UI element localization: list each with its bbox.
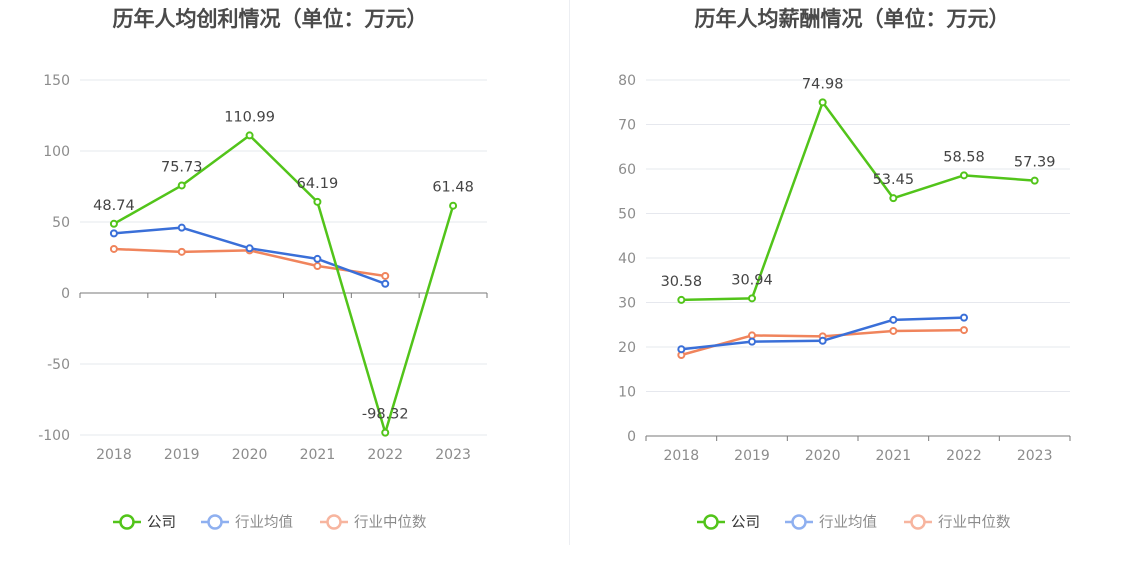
y-tick-label: -50 (47, 357, 70, 373)
data-point-industry-avg[interactable] (381, 279, 390, 288)
x-tick-label: 2021 (876, 448, 912, 464)
y-tick-label: 80 (618, 73, 636, 89)
data-label: 57.39 (1014, 155, 1056, 171)
chart-panel-salary: 历年人均薪酬情况（单位：万元） 80 70 60 50 40 30 20 10 0 2018 2019… (570, 0, 1134, 582)
y-tick-label: -100 (38, 428, 70, 444)
data-label: 64.19 (297, 176, 339, 192)
data-label: 110.99 (224, 109, 275, 125)
data-point-industry-median[interactable] (381, 271, 390, 280)
legend-label: 行业中位数 (354, 514, 427, 531)
data-point-industry-avg[interactable] (313, 254, 322, 263)
data-label: 48.74 (93, 198, 135, 214)
data-point-industry-median[interactable] (748, 331, 756, 340)
data-point-company[interactable] (449, 201, 458, 210)
x-tick-label: 2018 (664, 448, 700, 464)
data-point-industry-avg[interactable] (889, 315, 898, 324)
series-line-company (113, 134, 455, 434)
data-label: -98.32 (362, 407, 409, 423)
data-point-industry-median[interactable] (177, 247, 186, 256)
y-tick-label: 20 (618, 340, 636, 356)
profit-chart-svg: 历年人均创利情况（单位：万元） 150 100 50 0 -50 -100 2018 2019 2… (38, 7, 488, 531)
x-tick-label: 2020 (805, 448, 841, 464)
y-tick-label: 60 (618, 162, 636, 178)
legend-item-company[interactable]: 公司 (113, 514, 176, 531)
data-point-company[interactable] (109, 219, 118, 228)
x-tick-label: 2019 (734, 448, 770, 464)
legend-label: 公司 (147, 515, 176, 531)
data-point-industry-avg[interactable] (245, 244, 254, 253)
data-label: 58.58 (943, 149, 985, 165)
salary-chart-svg: 历年人均薪酬情况（单位：万元） 80 70 60 50 40 30 20 10 0 2018 2019… (618, 7, 1071, 531)
legend-label: 行业均值 (819, 514, 877, 531)
data-point-company[interactable] (677, 295, 686, 304)
legend-item-industry-median[interactable]: 行业中位数 (904, 514, 1011, 531)
legend-marker (207, 514, 223, 530)
data-point-industry-avg[interactable] (177, 223, 186, 232)
y-tick-label: 40 (618, 251, 636, 267)
data-point-industry-avg[interactable] (748, 337, 756, 346)
x-tick-label: 2022 (367, 447, 403, 463)
data-point-industry-median[interactable] (889, 326, 898, 335)
legend-item-industry-median[interactable]: 行业中位数 (320, 514, 427, 531)
data-point-company[interactable] (889, 194, 898, 203)
legend-item-industry-avg[interactable]: 行业均值 (201, 514, 293, 531)
data-point-company[interactable] (313, 197, 322, 206)
chart-title: 历年人均薪酬情况（单位：万元） (695, 7, 1010, 31)
data-label: 75.73 (161, 159, 203, 175)
data-label: 30.58 (661, 274, 703, 290)
legend-marker (326, 514, 342, 530)
x-tick-label: 2021 (300, 447, 336, 463)
x-tick-label: 2019 (164, 447, 200, 463)
data-point-industry-avg[interactable] (677, 345, 686, 354)
data-point-company[interactable] (381, 428, 390, 437)
legend-label: 行业均值 (235, 514, 293, 531)
panel-divider (569, 0, 570, 545)
y-tick-label: 50 (618, 207, 636, 223)
data-label: 30.94 (731, 272, 773, 288)
data-label: 74.98 (802, 76, 844, 92)
y-tick-label: 10 (618, 385, 636, 401)
y-tick-label: 0 (61, 286, 70, 302)
legend-label: 行业中位数 (938, 514, 1011, 531)
data-point-industry-avg[interactable] (960, 313, 968, 322)
x-tick-label: 2022 (946, 448, 982, 464)
y-tick-label: 100 (43, 144, 70, 160)
x-tick-label: 2018 (96, 447, 132, 463)
legend-label: 公司 (731, 515, 760, 531)
legend-item-industry-avg[interactable]: 行业均值 (785, 514, 877, 531)
data-point-company[interactable] (960, 171, 968, 180)
y-tick-label: 50 (52, 215, 70, 231)
data-point-company[interactable] (177, 181, 186, 190)
data-point-industry-avg[interactable] (818, 336, 827, 345)
y-tick-label: 150 (43, 73, 70, 89)
legend-marker (791, 514, 807, 530)
y-tick-label: 70 (618, 118, 636, 134)
data-point-industry-median[interactable] (313, 262, 322, 271)
y-tick-label: 30 (618, 296, 636, 312)
data-point-company[interactable] (818, 98, 827, 107)
data-point-industry-median[interactable] (109, 244, 118, 253)
legend-marker (910, 514, 926, 530)
data-point-company[interactable] (245, 131, 254, 140)
chart-title: 历年人均创利情况（单位：万元） (113, 7, 428, 31)
x-tick-label: 2020 (232, 447, 268, 463)
x-tick-label: 2023 (435, 447, 471, 463)
data-label: 53.45 (873, 172, 915, 188)
x-tick-label: 2023 (1017, 448, 1053, 464)
data-label: 61.48 (432, 180, 474, 196)
legend-marker (119, 514, 135, 530)
chart-panel-profit: 历年人均创利情况（单位：万元） 150 100 50 0 -50 -100 2018 2019 2… (38, 7, 488, 531)
legend-item-company[interactable]: 公司 (697, 514, 760, 531)
data-point-industry-avg[interactable] (109, 229, 118, 238)
legend-marker (703, 514, 719, 530)
series-line-industry-avg (113, 226, 386, 285)
data-point-company[interactable] (1030, 176, 1039, 185)
series-line-company (681, 101, 1035, 302)
data-point-industry-median[interactable] (960, 326, 968, 335)
y-tick-label: 0 (627, 429, 636, 445)
data-point-company[interactable] (748, 294, 756, 303)
